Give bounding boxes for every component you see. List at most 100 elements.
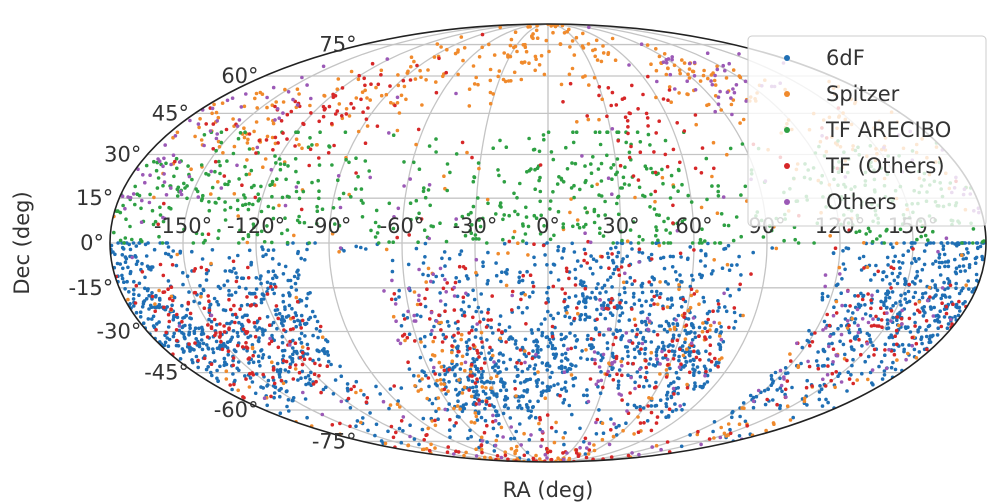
data-point (206, 365, 210, 369)
data-point (536, 327, 541, 332)
data-point (190, 358, 194, 362)
data-point (678, 251, 683, 256)
data-point (477, 166, 481, 171)
data-point (596, 351, 600, 355)
data-point (452, 294, 457, 298)
data-point (123, 287, 127, 291)
data-point (585, 210, 589, 215)
data-point (944, 311, 949, 316)
data-point (201, 288, 206, 293)
data-point (616, 139, 620, 143)
data-point (161, 219, 166, 224)
data-point (429, 358, 433, 362)
data-point (687, 76, 692, 80)
data-point (976, 245, 980, 250)
data-point (892, 352, 897, 357)
data-point (649, 404, 654, 408)
data-point (957, 264, 962, 269)
data-point (228, 205, 233, 210)
data-point (384, 92, 389, 97)
data-point (255, 319, 260, 323)
data-point (484, 325, 489, 329)
data-point (825, 372, 830, 377)
data-point (691, 278, 695, 282)
data-point (889, 319, 893, 323)
data-point (658, 398, 663, 403)
data-point (591, 48, 595, 53)
data-point (933, 319, 937, 323)
data-point (425, 433, 429, 437)
data-point (192, 331, 197, 336)
data-point (654, 95, 658, 100)
data-point (401, 415, 406, 419)
data-point (127, 242, 131, 247)
data-point (197, 326, 201, 331)
data-point (567, 366, 571, 371)
data-point (617, 292, 622, 297)
data-point (688, 359, 693, 363)
data-point (618, 301, 622, 305)
data-point (635, 130, 640, 134)
data-point (137, 281, 142, 286)
data-point (730, 415, 734, 420)
data-point (641, 406, 646, 410)
data-point (459, 308, 464, 312)
data-point (207, 299, 211, 304)
data-point (624, 300, 628, 305)
x-axis-label: RA (deg) (503, 478, 594, 502)
data-point (246, 265, 250, 270)
data-point (190, 177, 194, 182)
data-point (414, 198, 419, 203)
data-point (445, 281, 450, 285)
data-point (510, 308, 514, 312)
data-point (247, 356, 252, 360)
data-point (439, 382, 443, 386)
data-point (123, 260, 128, 265)
data-point (519, 443, 523, 447)
data-point (879, 299, 883, 304)
data-point (297, 143, 301, 147)
data-point (325, 364, 330, 369)
data-point (315, 319, 320, 324)
data-point (805, 378, 809, 383)
data-point (705, 373, 710, 378)
data-point (305, 247, 309, 252)
data-point (485, 338, 489, 342)
data-point (177, 324, 182, 328)
data-point (601, 431, 606, 436)
data-point (445, 47, 449, 52)
data-point (349, 69, 354, 74)
data-point (568, 210, 572, 215)
data-point (732, 310, 737, 315)
data-point (364, 247, 368, 251)
data-point (606, 86, 611, 90)
data-point (692, 248, 696, 252)
data-point (705, 197, 709, 202)
data-point (254, 120, 259, 124)
data-point (532, 242, 536, 246)
data-point (281, 381, 286, 386)
data-point (180, 303, 184, 308)
data-point (598, 226, 602, 231)
data-point (585, 393, 589, 398)
data-point (128, 247, 133, 252)
data-point (627, 263, 631, 268)
data-point (430, 328, 434, 333)
data-point (848, 339, 853, 343)
data-point (802, 396, 807, 401)
data-point (298, 322, 303, 327)
data-point (648, 205, 652, 209)
data-point (236, 388, 240, 393)
data-point (395, 95, 400, 100)
data-point (237, 118, 242, 122)
data-point (841, 262, 846, 266)
data-point (586, 452, 591, 456)
data-point (636, 178, 641, 182)
data-point (626, 361, 630, 366)
data-point (362, 393, 366, 397)
data-point (778, 406, 782, 411)
data-point (344, 107, 349, 111)
data-point (456, 72, 460, 77)
data-point (595, 317, 599, 322)
data-point (151, 314, 156, 319)
